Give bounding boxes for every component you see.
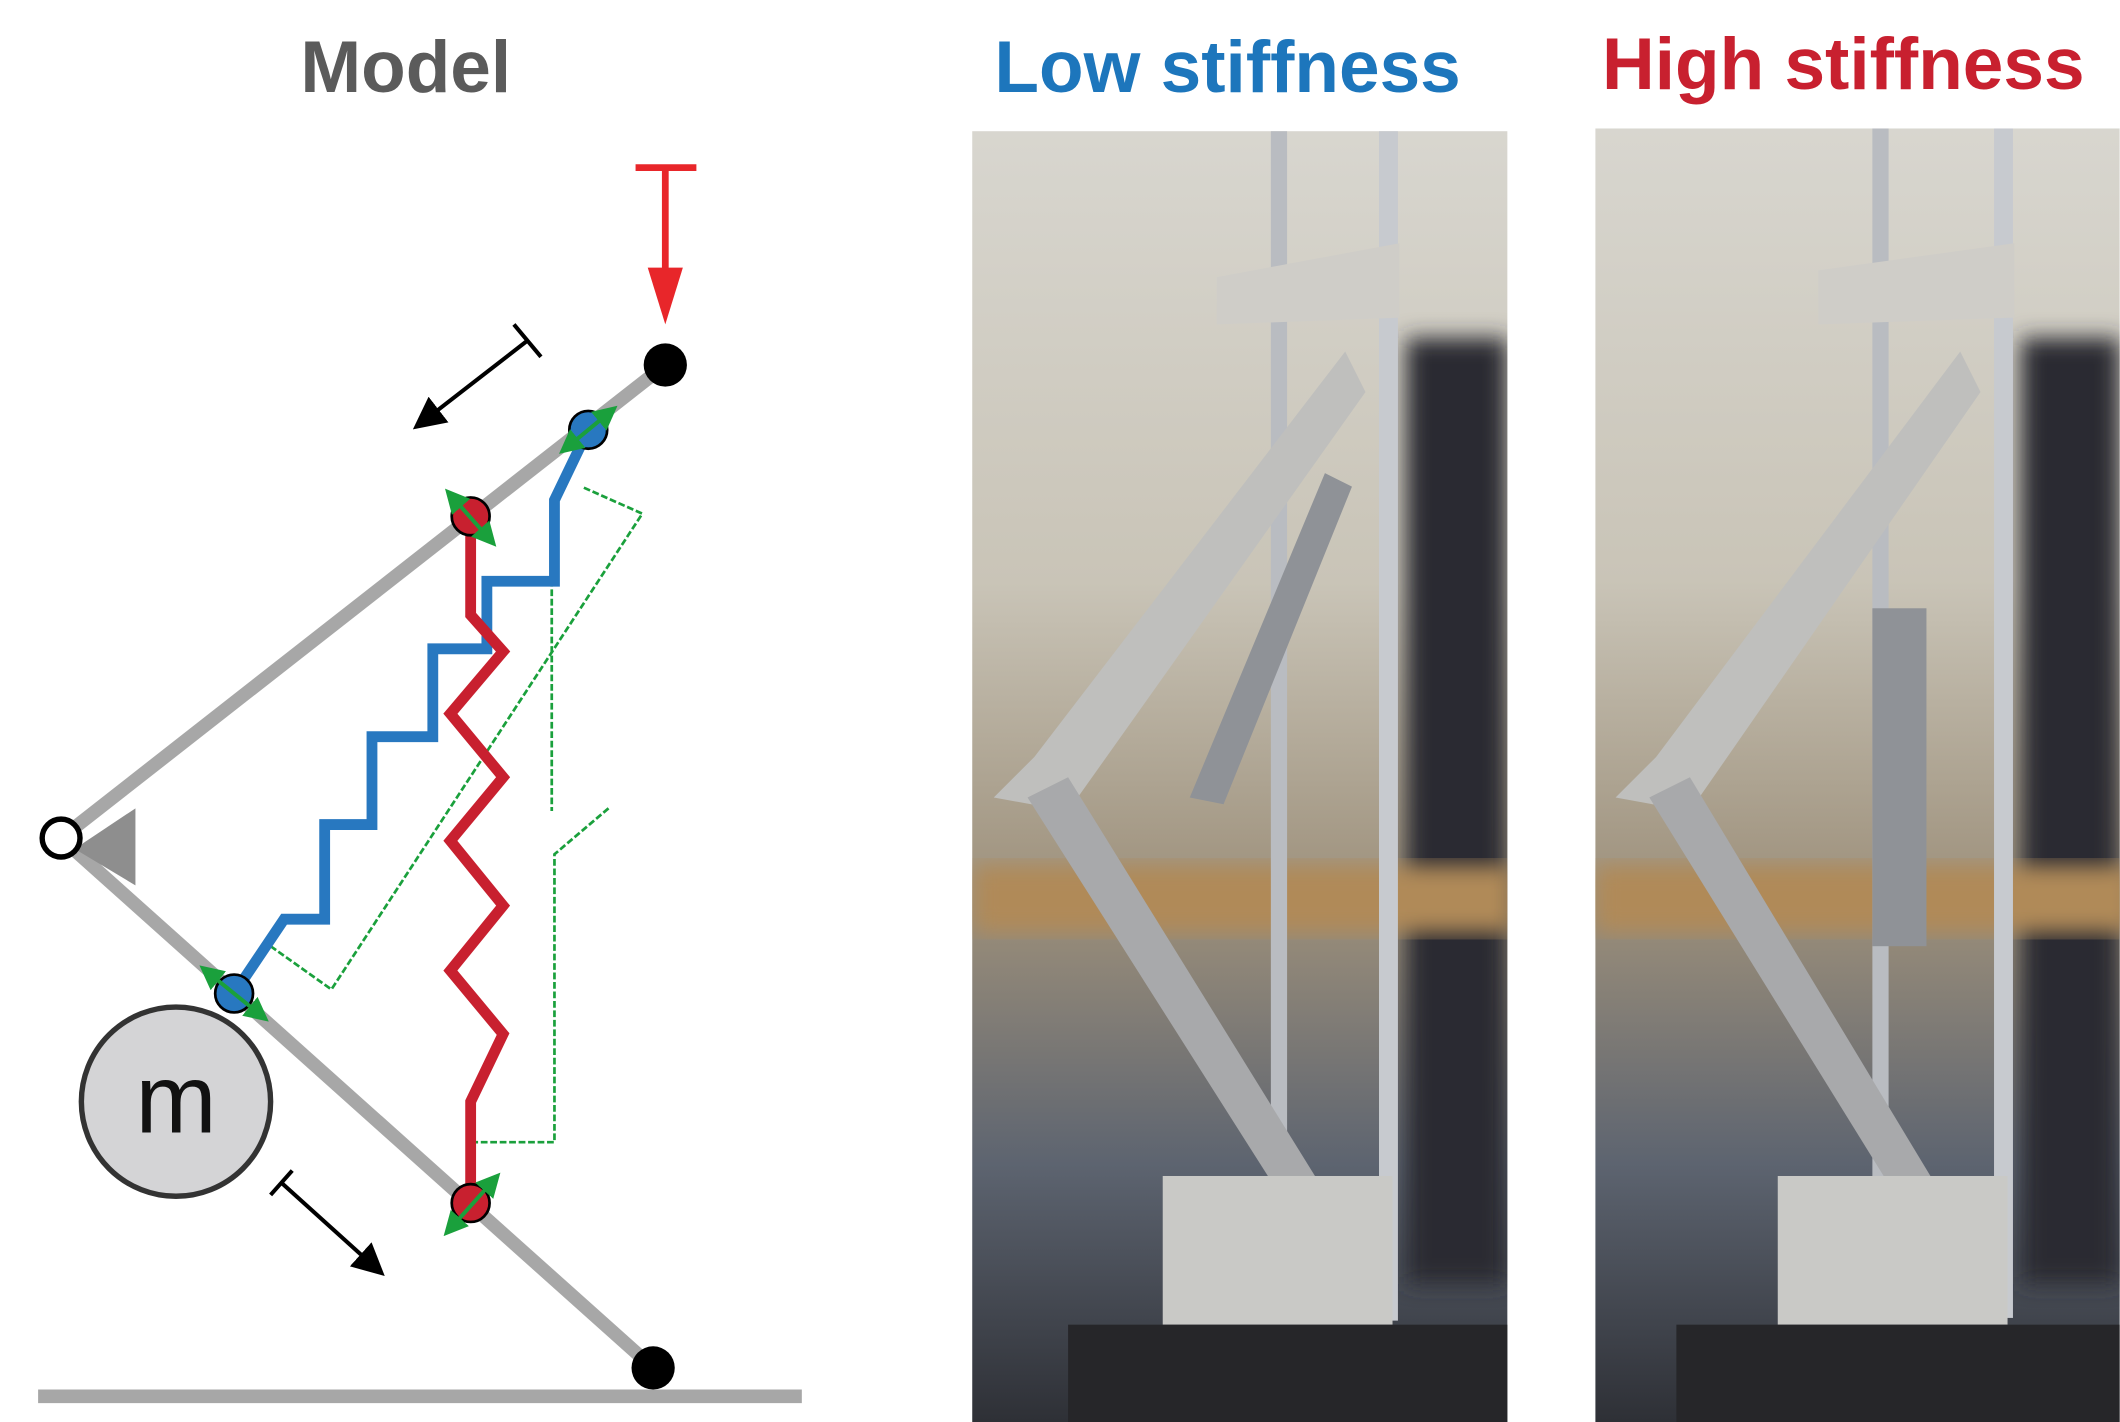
mass-label: m: [135, 1045, 216, 1154]
figure: Model Low stiffness High stiffness: [0, 0, 2120, 1422]
photo-low-stiffness: [972, 131, 1514, 1422]
low-stiffness-heading: Low stiffness: [994, 27, 1460, 108]
page: Model Low stiffness High stiffness: [0, 0, 2120, 1422]
model-heading: Model: [300, 27, 511, 108]
model-diagram: m: [38, 168, 802, 1397]
high-stiffness-heading: High stiffness: [1602, 24, 2085, 105]
photo-high-stiffness: [1595, 128, 2120, 1422]
